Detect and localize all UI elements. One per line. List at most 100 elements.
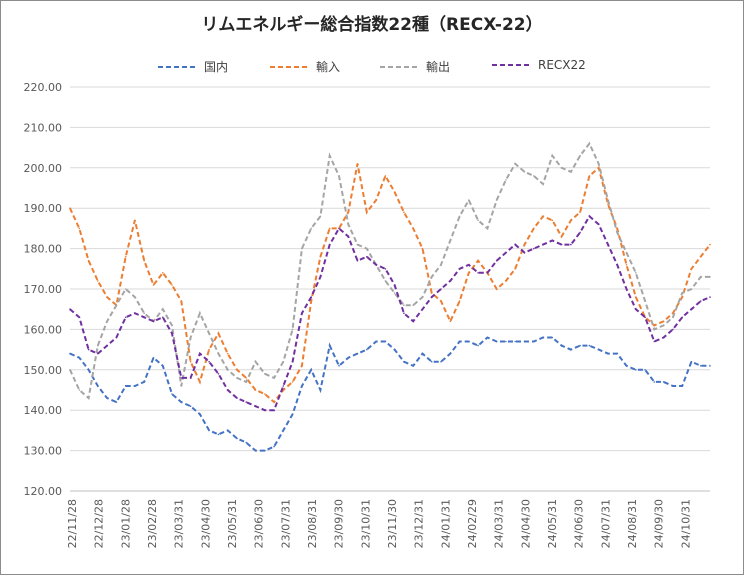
data-point bbox=[245, 401, 247, 403]
data-point bbox=[523, 243, 526, 246]
x-tick-label: 23/06/30 bbox=[253, 499, 266, 548]
data-point bbox=[273, 445, 275, 448]
data-point bbox=[291, 360, 294, 363]
legend-label-domestic: 国内 bbox=[204, 60, 229, 74]
data-point bbox=[236, 369, 238, 371]
data-point bbox=[644, 300, 646, 302]
data-point bbox=[106, 344, 108, 347]
data-point bbox=[338, 227, 340, 230]
legend-swatch-domestic bbox=[158, 65, 198, 68]
data-point bbox=[356, 163, 359, 165]
data-point bbox=[310, 369, 313, 371]
data-point bbox=[709, 296, 711, 298]
data-point bbox=[560, 167, 563, 169]
data-point bbox=[115, 401, 118, 403]
data-point bbox=[78, 316, 81, 319]
data-point bbox=[635, 308, 637, 311]
y-tick-label: 150.00 bbox=[24, 364, 63, 377]
data-point bbox=[625, 264, 628, 266]
data-point bbox=[579, 211, 581, 213]
data-point bbox=[690, 360, 693, 363]
data-point bbox=[134, 219, 136, 222]
data-point bbox=[653, 381, 656, 383]
data-point bbox=[570, 243, 572, 246]
data-point bbox=[672, 316, 674, 319]
data-point bbox=[264, 409, 266, 412]
x-tick-label: 24/04/30 bbox=[519, 499, 532, 548]
data-point bbox=[384, 268, 387, 270]
data-point bbox=[588, 142, 591, 145]
data-point bbox=[560, 344, 563, 347]
data-point bbox=[384, 175, 387, 177]
data-point bbox=[468, 272, 470, 274]
data-point bbox=[162, 272, 164, 274]
data-point bbox=[412, 304, 415, 307]
data-point bbox=[477, 272, 479, 274]
x-tick-label: 23/09/30 bbox=[333, 499, 346, 548]
data-point bbox=[366, 255, 368, 258]
data-point bbox=[458, 340, 461, 343]
data-point bbox=[699, 365, 702, 367]
legend-label-import: 輸入 bbox=[316, 60, 341, 74]
data-point bbox=[124, 385, 127, 387]
x-tick-label: 24/10/31 bbox=[679, 499, 692, 548]
x-tick-label: 23/03/31 bbox=[173, 499, 186, 548]
data-point bbox=[124, 316, 127, 319]
data-point bbox=[597, 163, 600, 165]
data-point bbox=[319, 276, 322, 278]
data-point bbox=[152, 356, 155, 359]
x-tick-label: 23/08/31 bbox=[306, 499, 319, 548]
data-point bbox=[199, 413, 201, 416]
data-point bbox=[486, 336, 489, 339]
data-point bbox=[430, 292, 433, 294]
data-point bbox=[412, 227, 415, 230]
data-point bbox=[273, 377, 275, 379]
data-point bbox=[570, 171, 572, 173]
data-point bbox=[69, 369, 71, 371]
data-point bbox=[319, 215, 322, 218]
data-point bbox=[690, 288, 693, 290]
data-point bbox=[189, 377, 192, 379]
data-point bbox=[551, 239, 554, 242]
data-point bbox=[560, 243, 563, 246]
data-point bbox=[199, 352, 201, 355]
data-point bbox=[690, 308, 693, 311]
data-point bbox=[430, 276, 433, 278]
y-tick-label: 160.00 bbox=[24, 323, 63, 336]
data-point bbox=[366, 247, 368, 250]
data-point bbox=[505, 340, 507, 343]
y-tick-label: 210.00 bbox=[24, 121, 63, 134]
data-point bbox=[226, 352, 229, 355]
data-point bbox=[653, 340, 656, 343]
data-point bbox=[523, 171, 526, 173]
data-point bbox=[143, 259, 145, 262]
data-point bbox=[570, 348, 572, 351]
x-tick-label: 23/07/31 bbox=[279, 499, 292, 548]
data-point bbox=[449, 352, 452, 355]
data-point bbox=[254, 405, 257, 408]
data-point bbox=[440, 360, 442, 363]
data-point bbox=[681, 296, 683, 298]
data-point bbox=[699, 255, 702, 258]
data-point bbox=[681, 385, 683, 387]
legend: 国内 輸入 輸出 RECX22 bbox=[0, 58, 744, 76]
data-point bbox=[477, 219, 479, 222]
data-point bbox=[709, 365, 711, 367]
data-point bbox=[662, 336, 665, 339]
data-point bbox=[458, 268, 461, 270]
data-point bbox=[672, 385, 674, 387]
data-point bbox=[97, 352, 99, 355]
data-point bbox=[78, 227, 81, 230]
data-point bbox=[87, 259, 90, 262]
data-point bbox=[310, 227, 313, 230]
data-point bbox=[597, 167, 600, 169]
data-point bbox=[189, 360, 192, 363]
data-point bbox=[421, 296, 424, 298]
data-point bbox=[458, 300, 461, 302]
data-point bbox=[533, 175, 535, 177]
data-point bbox=[208, 360, 210, 363]
data-point bbox=[356, 259, 359, 262]
data-point bbox=[143, 381, 145, 383]
data-point bbox=[468, 264, 470, 266]
data-point bbox=[69, 352, 71, 355]
